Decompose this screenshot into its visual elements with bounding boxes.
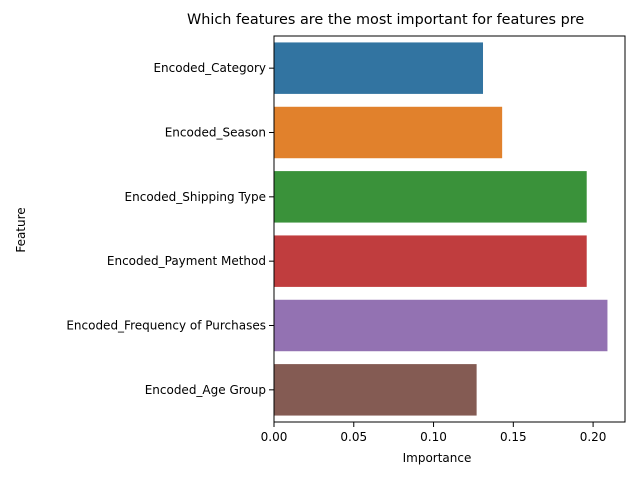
y-tick-label: Encoded_Shipping Type [125, 190, 266, 204]
y-tick-label: Encoded_Payment Method [107, 254, 266, 268]
bar [274, 235, 587, 287]
x-tick-label: 0.00 [261, 430, 288, 444]
y-tick-label: Encoded_Age Group [145, 383, 266, 397]
x-axis-label: Importance [403, 451, 472, 465]
x-tick-label: 0.10 [420, 430, 447, 444]
bar [274, 42, 484, 94]
x-tick-label: 0.05 [340, 430, 367, 444]
axes-border [273, 35, 626, 423]
bar [274, 364, 477, 416]
x-axis-ticks: 0.00 0.05 0.10 0.15 0.20 [261, 422, 607, 444]
bar [274, 171, 587, 223]
x-tick-label: 0.15 [500, 430, 527, 444]
y-tick-label: Encoded_Category [153, 61, 266, 75]
bar [274, 106, 503, 159]
y-axis-ticks: Encoded_Category Encoded_Season Encoded_Sh… [66, 61, 274, 397]
chart-title: Which features are the most important fo… [187, 12, 584, 28]
axes-frame [273, 35, 626, 423]
x-tick-label: 0.20 [580, 430, 607, 444]
y-axis-label: Feature [14, 207, 28, 252]
y-tick-label: Encoded_Season [165, 126, 266, 140]
y-tick-label: Encoded_Frequency of Purchases [66, 319, 266, 333]
bar [274, 299, 608, 352]
bars-group [274, 42, 608, 416]
